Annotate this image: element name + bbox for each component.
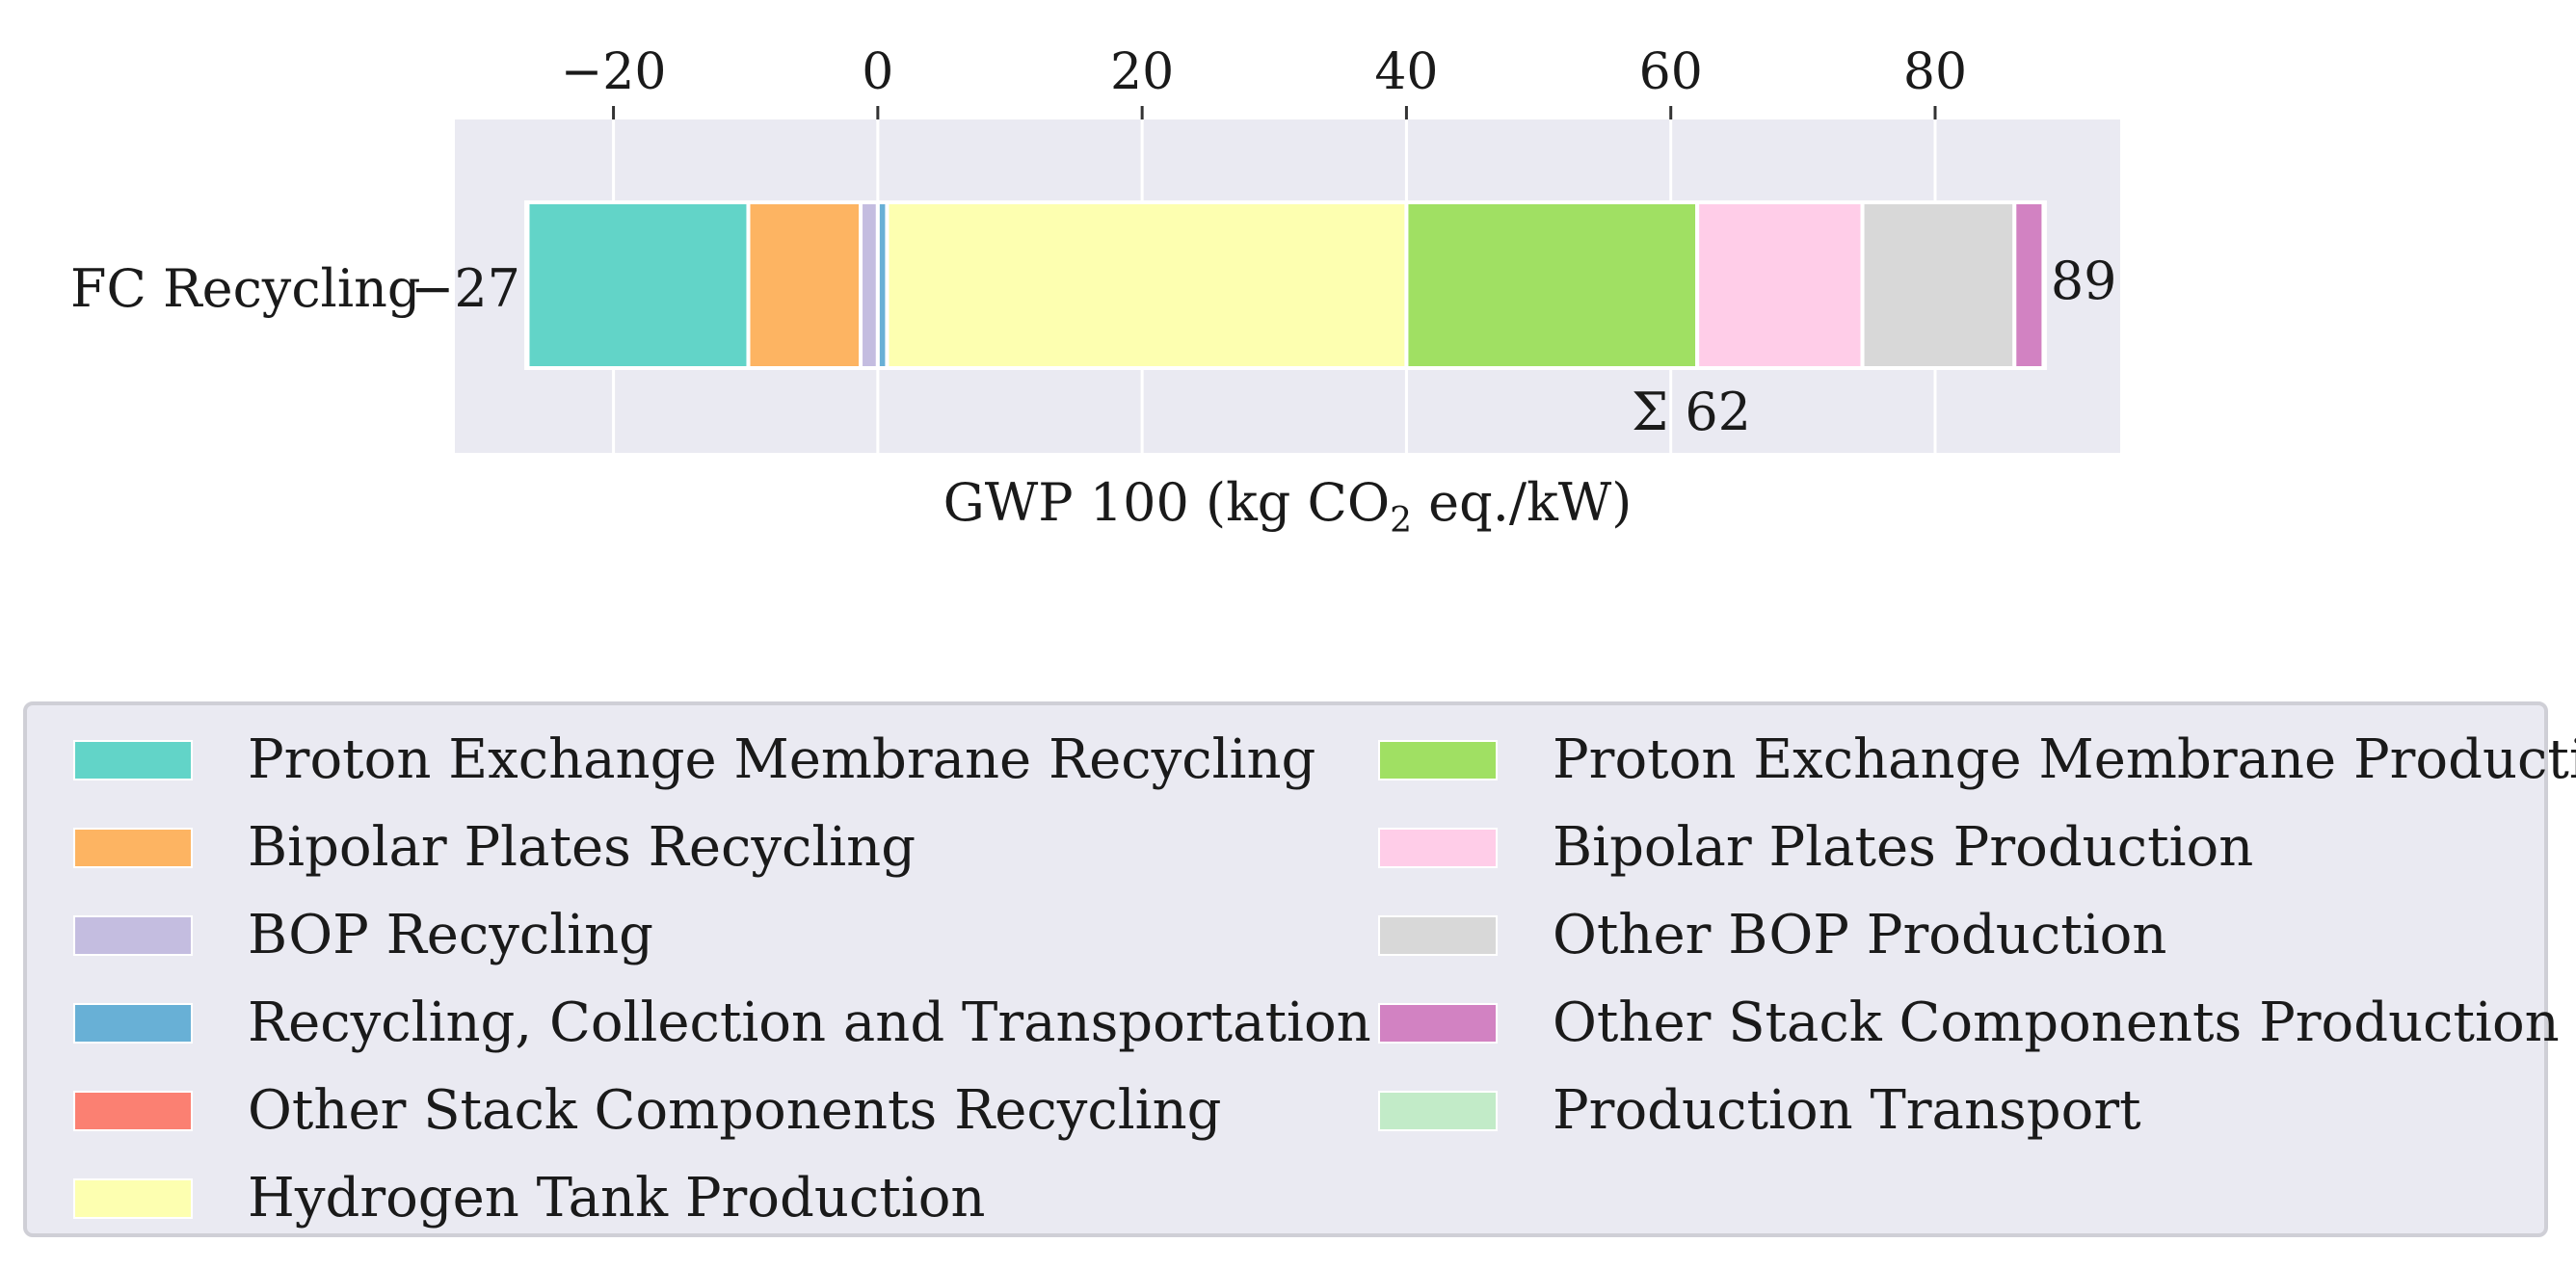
bar-segment	[746, 200, 863, 370]
legend-swatch	[1378, 1003, 1498, 1044]
legend-label: Hydrogen Tank Production	[248, 1167, 986, 1229]
legend-swatch	[73, 1178, 193, 1219]
x-tick-label: 0	[862, 43, 893, 101]
legend-label: Proton Exchange Membrane Production	[1553, 728, 2576, 791]
x-axis-title-main: GWP 100 (kg CO	[943, 472, 1390, 533]
x-axis-ticks: −20 0 20 40 60 80	[561, 43, 1967, 119]
bar-segment	[525, 200, 751, 370]
legend-swatch	[1378, 740, 1498, 780]
legend-label: Proton Exchange Membrane Recycling	[248, 728, 1316, 791]
legend-swatch	[73, 915, 193, 956]
legend-label: Other Stack Components Recycling	[248, 1079, 1222, 1142]
bar-segment	[1695, 200, 1865, 370]
category-label: FC Recycling	[70, 258, 420, 319]
bar-segment	[859, 200, 880, 370]
legend-swatch	[73, 1091, 193, 1131]
negative-total-label: −27	[411, 258, 520, 319]
x-axis-title-suffix: eq./kW)	[1412, 472, 1632, 533]
bar-segments	[524, 200, 2047, 370]
x-axis-title: GWP 100 (kg CO2 eq./kW)	[943, 472, 1633, 541]
legend-label: Production Transport	[1553, 1079, 2141, 1142]
bar-segment	[1860, 200, 2017, 370]
legend-swatch	[73, 828, 193, 868]
legend-label: Other Stack Components Production	[1553, 991, 2560, 1054]
x-tick-label: 40	[1374, 43, 1438, 101]
bar-segment	[2012, 200, 2046, 370]
net-total-label: Σ 62	[1632, 382, 1751, 442]
legend-label: BOP Recycling	[248, 904, 653, 966]
bar-outline	[524, 200, 2047, 370]
legend: Proton Exchange Membrane Recycling Bipola…	[23, 701, 2576, 1237]
x-tick-label: −20	[561, 43, 667, 101]
positive-total-label: 89	[2051, 251, 2117, 311]
legend-swatch	[1378, 915, 1498, 956]
legend-label: Bipolar Plates Production	[1553, 816, 2254, 879]
x-tick-label: 60	[1639, 43, 1703, 101]
legend-swatch	[73, 740, 193, 780]
x-tick-label: 20	[1110, 43, 1174, 101]
legend-label: Other BOP Production	[1553, 904, 2167, 966]
legend-swatch	[1378, 1091, 1498, 1131]
legend-swatch	[73, 1003, 193, 1044]
bar-segment	[1404, 200, 1700, 370]
x-axis-title-subscript: 2	[1390, 501, 1412, 541]
legend-label: Bipolar Plates Recycling	[248, 816, 916, 879]
stacked-bar-chart: −20 0 20 40 60 80 FC Recycling −27 89 Σ 62 GW…	[70, 43, 2120, 541]
bar-segment	[885, 200, 1409, 370]
legend-label: Recycling, Collection and Transportation	[248, 991, 1371, 1054]
x-tick-label: 80	[1903, 43, 1967, 101]
legend-swatch	[1378, 828, 1498, 868]
